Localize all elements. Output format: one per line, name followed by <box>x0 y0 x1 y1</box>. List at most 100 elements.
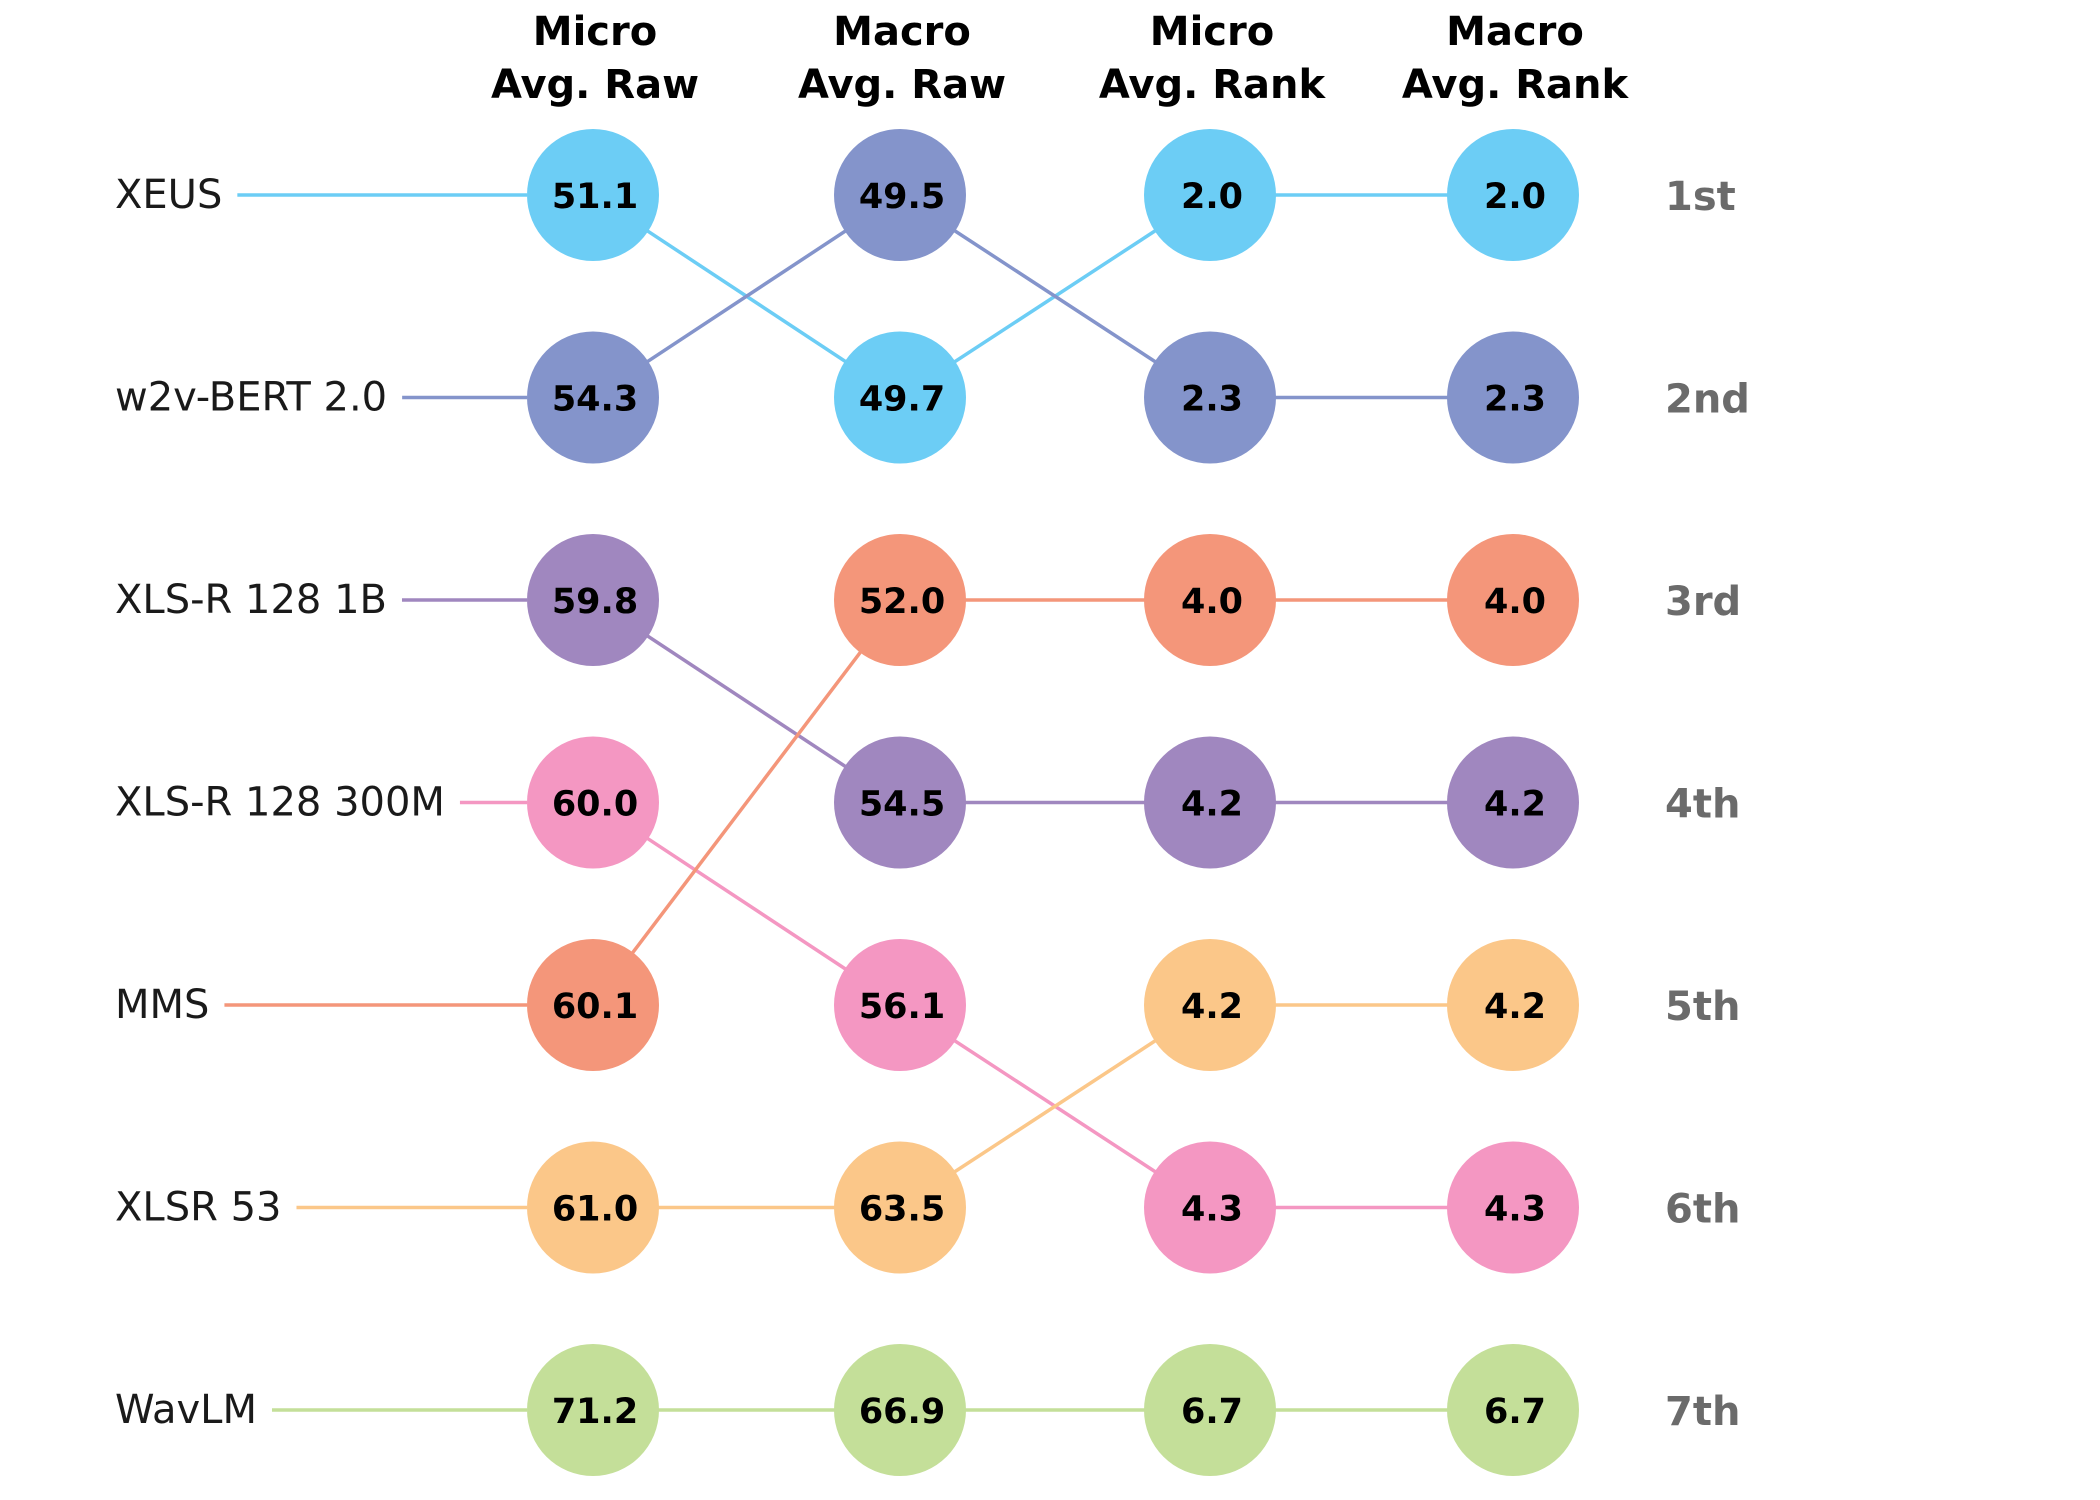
rank-label: 4th <box>1665 782 1740 828</box>
rank-label: 7th <box>1665 1389 1740 1435</box>
value-label: 49.7 <box>859 380 945 420</box>
column-header-line2: Avg. Raw <box>491 62 699 108</box>
rank-label: 6th <box>1665 1187 1740 1233</box>
value-label: 60.0 <box>552 785 638 825</box>
value-circle <box>527 331 659 464</box>
model-label: XEUS <box>115 172 222 218</box>
column-header-line2: Avg. Rank <box>1099 62 1327 108</box>
value-node: 6.7 <box>1144 1344 1276 1476</box>
value-label: 59.8 <box>552 582 638 622</box>
value-node: 60.0 <box>527 736 659 869</box>
value-circle <box>1447 1141 1579 1274</box>
value-circle <box>834 331 966 464</box>
column-header-line1: Macro <box>833 9 971 55</box>
value-label: 4.0 <box>1484 582 1546 622</box>
value-node: 2.0 <box>1447 129 1579 261</box>
model-label: XLS-R 128 1B <box>115 577 387 623</box>
column-header: Micro Avg. Raw <box>491 9 699 108</box>
value-circle <box>1144 1344 1276 1476</box>
value-node: 60.1 <box>527 939 659 1071</box>
value-label: 4.2 <box>1181 987 1243 1027</box>
value-circle <box>1447 1344 1579 1476</box>
value-node: 54.3 <box>527 331 659 464</box>
rank-label: 5th <box>1665 984 1740 1030</box>
value-node: 61.0 <box>527 1141 659 1274</box>
rank-label: 3rd <box>1665 579 1741 625</box>
model-labels: XEUS w2v-BERT 2.0 XLS-R 128 1B XLS-R 128 30… <box>115 172 445 1433</box>
value-circle <box>834 534 966 666</box>
value-label: 52.0 <box>859 582 945 622</box>
value-label: 71.2 <box>552 1392 638 1432</box>
column-header: Macro Avg. Rank <box>1402 9 1630 108</box>
value-label: 54.5 <box>859 785 945 825</box>
value-node: 52.0 <box>834 534 966 666</box>
value-node: 49.7 <box>834 331 966 464</box>
value-node: 71.2 <box>527 1344 659 1476</box>
value-circle <box>1144 736 1276 869</box>
value-label: 4.2 <box>1484 785 1546 825</box>
value-circle <box>834 939 966 1071</box>
model-label: XLSR 53 <box>115 1185 281 1231</box>
connector-line <box>591 598 902 1007</box>
model-label: MMS <box>115 982 209 1028</box>
value-label: 4.2 <box>1484 987 1546 1027</box>
column-header-line2: Avg. Raw <box>798 62 1006 108</box>
value-node: 4.3 <box>1447 1141 1579 1274</box>
value-label: 2.0 <box>1181 177 1243 217</box>
value-circle <box>834 736 966 869</box>
value-circle <box>527 939 659 1071</box>
value-label: 4.0 <box>1181 582 1243 622</box>
value-circle <box>834 129 966 261</box>
column-header-line1: Macro <box>1446 9 1584 55</box>
column-header-line2: Avg. Rank <box>1402 62 1630 108</box>
value-label: 61.0 <box>552 1190 638 1230</box>
value-circle <box>1144 1141 1276 1274</box>
value-label: 4.3 <box>1484 1190 1546 1230</box>
value-node: 66.9 <box>834 1344 966 1476</box>
value-circle <box>527 534 659 666</box>
value-circle <box>1144 331 1276 464</box>
value-label: 6.7 <box>1181 1392 1243 1432</box>
value-circle <box>1447 129 1579 261</box>
column-header: Micro Avg. Rank <box>1099 9 1327 108</box>
value-circle <box>834 1344 966 1476</box>
value-node: 4.3 <box>1144 1141 1276 1274</box>
value-node: 4.2 <box>1144 939 1276 1071</box>
value-circle <box>1447 939 1579 1071</box>
model-label: XLS-R 128 300M <box>115 780 445 826</box>
model-label: WavLM <box>115 1387 257 1433</box>
value-node: 63.5 <box>834 1141 966 1274</box>
value-circle <box>1447 331 1579 464</box>
column-header-line1: Micro <box>533 9 657 55</box>
value-circle <box>1447 534 1579 666</box>
value-label: 2.3 <box>1181 380 1243 420</box>
value-label: 63.5 <box>859 1190 945 1230</box>
value-label: 6.7 <box>1484 1392 1546 1432</box>
rank-label: 2nd <box>1665 377 1750 423</box>
value-label: 51.1 <box>552 177 638 217</box>
value-circle <box>1144 534 1276 666</box>
value-label: 56.1 <box>859 987 945 1027</box>
value-node: 49.5 <box>834 129 966 261</box>
value-label: 54.3 <box>552 380 638 420</box>
value-node: 4.2 <box>1144 736 1276 869</box>
value-node: 6.7 <box>1447 1344 1579 1476</box>
value-label: 49.5 <box>859 177 945 217</box>
value-node: 4.2 <box>1447 939 1579 1071</box>
value-label: 4.3 <box>1181 1190 1243 1230</box>
column-headers: Micro Avg. Raw Macro Avg. Raw Micro Avg. Rank… <box>491 9 1630 108</box>
rank-label: 1st <box>1665 174 1736 220</box>
model-label: w2v-BERT 2.0 <box>115 375 387 421</box>
value-circle <box>1144 129 1276 261</box>
column-header-line1: Micro <box>1150 9 1274 55</box>
value-node: 4.2 <box>1447 736 1579 869</box>
value-nodes: 51.1 49.7 2.0 2.0 54.3 49.5 2.3 2.3 59.8 54.5 4.2 4… <box>527 129 1579 1476</box>
value-node: 4.0 <box>1447 534 1579 666</box>
value-circle <box>1144 939 1276 1071</box>
value-label: 2.3 <box>1484 380 1546 420</box>
value-circle <box>1447 736 1579 869</box>
value-circle <box>834 1141 966 1274</box>
value-label: 60.1 <box>552 987 638 1027</box>
value-circle <box>527 129 659 261</box>
